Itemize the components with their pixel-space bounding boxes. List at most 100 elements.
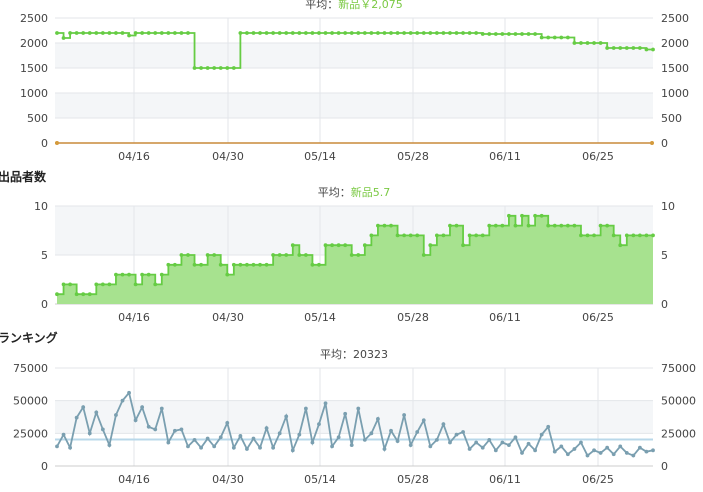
data-point xyxy=(205,253,210,257)
x-tick-label: 04/16 xyxy=(118,150,150,163)
data-point xyxy=(631,46,636,50)
x-tick-label: 04/30 xyxy=(212,311,244,324)
y-tick-label-right: 25000 xyxy=(661,427,696,440)
data-point xyxy=(297,432,302,437)
data-point xyxy=(68,31,72,35)
data-point xyxy=(651,448,655,453)
plot-band xyxy=(55,18,653,43)
data-point xyxy=(638,46,642,50)
data-point xyxy=(74,415,79,420)
data-point xyxy=(500,440,505,445)
x-tick-label: 05/14 xyxy=(304,150,336,163)
data-point xyxy=(179,427,184,432)
data-point xyxy=(186,253,190,257)
data-point xyxy=(245,31,249,35)
axis-start-marker xyxy=(55,141,59,145)
data-point xyxy=(218,66,223,70)
data-point xyxy=(336,243,341,248)
data-point xyxy=(114,272,118,277)
data-point xyxy=(513,223,518,228)
data-point xyxy=(434,437,439,442)
data-point xyxy=(618,243,623,248)
data-point xyxy=(179,253,184,257)
y-tick-label-right: 5 xyxy=(661,249,668,262)
y-tick-label-left: 50000 xyxy=(13,395,48,408)
data-point xyxy=(87,31,92,35)
data-point xyxy=(186,444,190,449)
data-point xyxy=(114,31,118,35)
data-point xyxy=(317,31,321,35)
x-tick-label: 04/30 xyxy=(212,473,244,486)
data-point xyxy=(382,223,387,228)
y-tick-label-left: 10 xyxy=(34,200,48,213)
data-point xyxy=(408,233,413,238)
data-point xyxy=(474,31,479,35)
data-point xyxy=(310,31,315,35)
data-point xyxy=(68,445,72,450)
chart-title-prefix: 平均： xyxy=(305,0,338,11)
data-point xyxy=(356,253,361,257)
x-tick-label: 06/25 xyxy=(582,311,614,324)
data-point xyxy=(74,292,79,297)
data-point xyxy=(559,223,564,228)
data-point xyxy=(330,31,334,35)
data-point xyxy=(408,443,413,447)
data-point xyxy=(559,444,564,449)
data-point xyxy=(598,451,603,455)
data-point xyxy=(493,32,498,36)
data-point xyxy=(579,233,583,238)
data-point xyxy=(585,453,590,458)
data-point xyxy=(120,272,125,277)
data-point xyxy=(277,431,282,436)
y-tick-label-left: 25000 xyxy=(13,427,48,440)
data-point xyxy=(55,444,59,449)
data-point xyxy=(159,31,164,35)
data-point xyxy=(631,453,636,458)
y-tick-label-left: 0 xyxy=(41,460,48,473)
axis-end-marker xyxy=(650,141,654,145)
data-point xyxy=(356,31,361,35)
data-point xyxy=(199,445,203,450)
data-point xyxy=(559,35,564,40)
data-point xyxy=(592,233,596,238)
data-point xyxy=(205,436,210,441)
data-point xyxy=(179,31,184,35)
data-point xyxy=(258,31,262,35)
data-point xyxy=(290,448,295,453)
data-point xyxy=(362,437,367,442)
data-point xyxy=(382,31,387,35)
data-point xyxy=(539,432,544,437)
y-tick-label-left: 500 xyxy=(27,112,48,125)
data-point xyxy=(395,233,400,238)
data-point xyxy=(81,405,86,410)
data-point xyxy=(317,422,321,427)
data-point xyxy=(408,31,413,35)
plot-band xyxy=(55,368,653,401)
data-point xyxy=(480,32,485,36)
data-point xyxy=(303,253,308,257)
y-tick-label-right: 50000 xyxy=(661,395,696,408)
data-point xyxy=(81,292,86,297)
data-point xyxy=(336,31,341,35)
data-point xyxy=(284,31,289,35)
data-point xyxy=(376,31,380,35)
data-point xyxy=(415,430,420,434)
x-tick-label: 06/11 xyxy=(489,311,521,324)
data-point xyxy=(140,405,145,410)
data-point xyxy=(186,31,190,35)
data-point xyxy=(349,253,354,257)
x-tick-label: 05/28 xyxy=(397,473,429,486)
data-point xyxy=(638,233,642,238)
data-point xyxy=(454,432,459,437)
data-point xyxy=(592,41,596,45)
data-point xyxy=(343,411,348,416)
data-point xyxy=(343,243,348,248)
data-point xyxy=(651,47,655,52)
data-point xyxy=(225,420,230,425)
y-tick-label-left: 2000 xyxy=(20,37,48,50)
data-point xyxy=(192,262,197,267)
data-point xyxy=(592,448,596,453)
data-point xyxy=(585,41,590,45)
plot-band xyxy=(55,43,653,68)
